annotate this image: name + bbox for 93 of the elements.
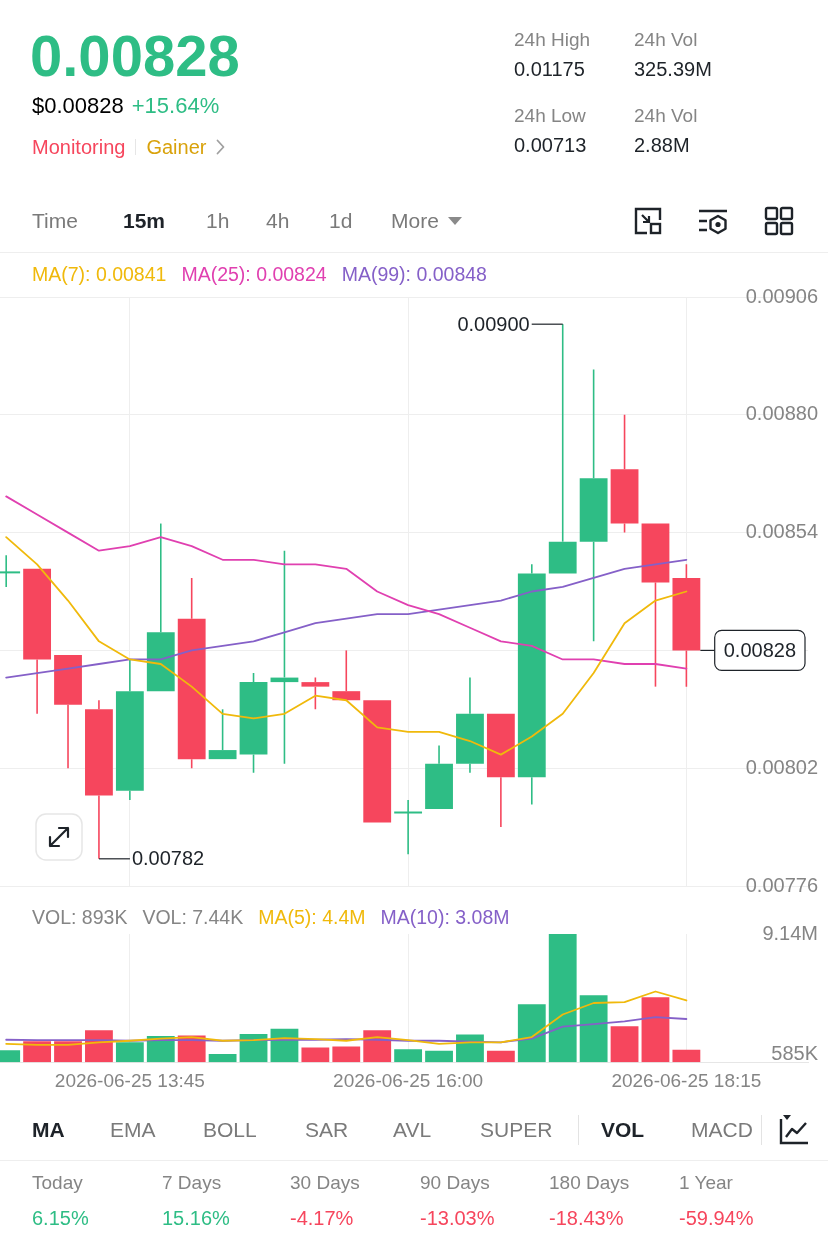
- y-tick-label: 0.00906: [745, 284, 818, 307]
- text: SAR: [305, 1117, 349, 1143]
- bar: [425, 1050, 453, 1063]
- text: +15.64%: [131, 93, 220, 118]
- text: VOL: [601, 1117, 645, 1143]
- candlestick: [54, 654, 82, 769]
- text: 24h High: [514, 28, 591, 52]
- candlestick: [146, 522, 175, 692]
- bar: [579, 995, 608, 1063]
- candlestick: [115, 658, 144, 801]
- x-tick-label: 2026-06-25 18:15: [611, 1069, 762, 1091]
- text: 1 Year: [679, 1171, 733, 1195]
- text: 7 Days: [162, 1171, 222, 1195]
- candlestick: [332, 649, 361, 701]
- bar: [208, 1053, 237, 1063]
- candlestick: [579, 368, 608, 643]
- text: 1h: [206, 208, 230, 234]
- text: VOL: 7.44K: [142, 905, 244, 930]
- text: $0.00828: [32, 93, 124, 118]
- bar: [332, 1046, 361, 1063]
- text: 325.39M: [634, 57, 712, 81]
- text: MA(99): 0.00848: [341, 262, 487, 287]
- x-tick-label: 2026-06-25 16:00: [333, 1069, 484, 1091]
- text: 180 Days: [549, 1171, 630, 1195]
- text: 2.88M: [634, 133, 690, 157]
- text: EMA: [110, 1117, 156, 1143]
- text: 15m: [123, 208, 166, 234]
- text: MACD: [691, 1117, 753, 1143]
- text: -18.43%: [549, 1206, 624, 1230]
- y-tick-label: 0.00802: [745, 755, 818, 778]
- text: MA(5): 4.4M: [258, 905, 366, 930]
- text: 0.00713: [514, 133, 587, 157]
- x-tick-label: 2026-06-25 13:45: [54, 1069, 205, 1091]
- text: 1d: [329, 208, 353, 234]
- y-tick-label: 585K: [771, 1041, 819, 1064]
- bar: [115, 1042, 144, 1063]
- bar: [610, 1026, 639, 1063]
- text: MA(7): 0.00841: [32, 262, 167, 287]
- text: 15.16%: [162, 1206, 230, 1230]
- text: MA(25): 0.00824: [181, 262, 327, 287]
- candlestick: [177, 577, 206, 769]
- text: Gainer: [146, 135, 207, 160]
- y-tick-label: 0.00880: [745, 402, 818, 425]
- text: Monitoring: [32, 136, 137, 158]
- candlestick: [641, 523, 670, 688]
- candlestick: [85, 699, 113, 860]
- candlestick: [208, 708, 237, 760]
- text: 30 Days: [290, 1171, 360, 1195]
- text: SUPER: [480, 1117, 553, 1143]
- text: 4h: [266, 208, 290, 234]
- text: MA: [32, 1117, 65, 1143]
- text: 0.00828: [30, 23, 240, 88]
- candlestick: [23, 568, 52, 715]
- annotation: 0.00828: [723, 638, 796, 661]
- text: More: [391, 208, 439, 234]
- text: 24h Low: [514, 104, 586, 128]
- text: MA(10): 3.08M: [380, 905, 510, 930]
- bar: [672, 1049, 701, 1063]
- bar: [54, 1041, 82, 1063]
- text: 6.15%: [32, 1206, 89, 1230]
- y-tick-label: 0.00776: [745, 873, 818, 896]
- candlestick: [548, 323, 577, 574]
- text: -4.17%: [290, 1206, 354, 1230]
- candlestick: [517, 563, 546, 806]
- text: Time: [32, 208, 78, 234]
- text: 0.01175: [514, 57, 585, 81]
- text: AVL: [393, 1117, 432, 1143]
- bar: [641, 997, 670, 1063]
- text: 24h Vol: [634, 28, 698, 52]
- text: 90 Days: [420, 1171, 490, 1195]
- bar: [301, 1047, 330, 1063]
- text: Today: [32, 1171, 83, 1195]
- annotation: 0.00900: [457, 312, 530, 335]
- candlestick: [301, 676, 330, 711]
- candlestick: [425, 744, 453, 809]
- text: VOL: 893K: [32, 905, 128, 930]
- text: -59.94%: [679, 1206, 754, 1230]
- text: BOLL: [203, 1117, 257, 1143]
- bar: [456, 1034, 484, 1063]
- text: 24h Vol: [634, 104, 698, 128]
- candlestick: [610, 414, 639, 534]
- text: -13.03%: [420, 1206, 495, 1230]
- bar: [486, 1050, 515, 1063]
- candlestick: [394, 799, 423, 856]
- bar: [517, 1004, 546, 1063]
- candlestick: [456, 676, 484, 774]
- y-tick-label: 0.00854: [745, 520, 818, 543]
- annotation: 0.00782: [131, 847, 205, 870]
- bar: [394, 1049, 423, 1063]
- bar: [548, 934, 577, 1063]
- candlestick: [486, 713, 515, 828]
- y-tick-label: 9.14M: [762, 921, 818, 944]
- candlestick: [239, 672, 268, 774]
